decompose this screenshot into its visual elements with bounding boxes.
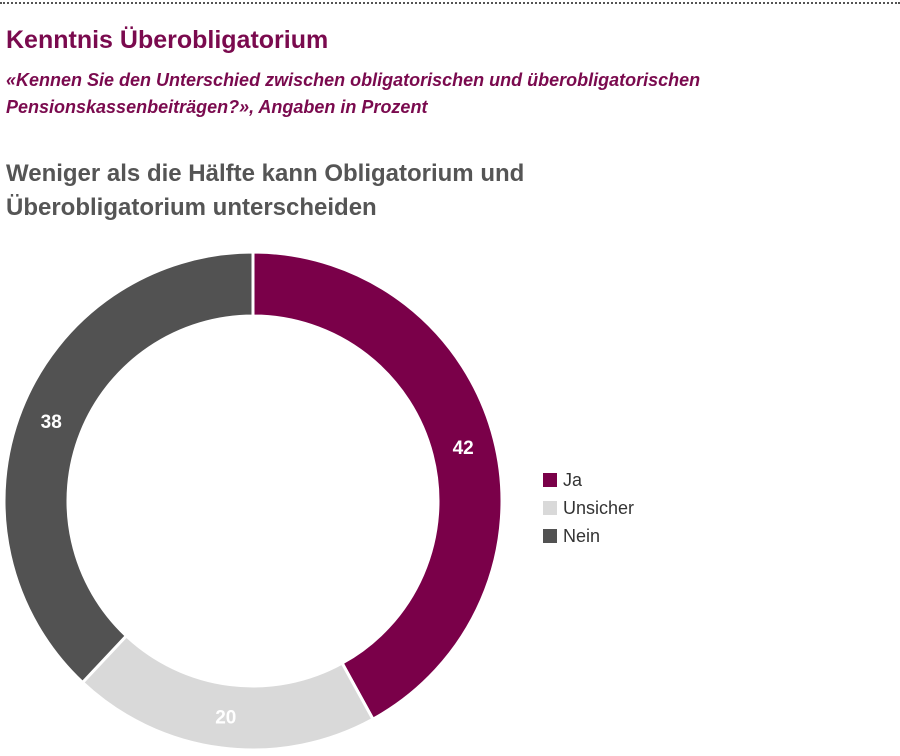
data-label-nein: 38	[41, 412, 62, 433]
legend-label: Ja	[563, 469, 583, 490]
data-label-ja: 42	[453, 438, 474, 459]
chart-title: Kenntnis Überobligatorium	[6, 26, 329, 54]
donut-slice-nein	[2, 250, 255, 685]
dotted-divider	[0, 2, 900, 4]
data-label-unsicher: 20	[215, 707, 236, 728]
legend-item: Nein	[543, 522, 634, 550]
legend-item: Ja	[543, 466, 634, 494]
legend-label: Nein	[563, 525, 601, 546]
chart-headline: Weniger als die Hälfte kann Obligatorium…	[6, 160, 525, 221]
legend-label: Unsicher	[563, 497, 635, 518]
chart-subtitle: «Kennen Sie den Unterschied zwischen obl…	[6, 70, 701, 117]
legend: Ja Unsicher Nein	[543, 466, 634, 550]
legend-swatch	[543, 529, 557, 543]
legend-swatch	[543, 501, 557, 515]
legend-swatch	[543, 473, 557, 487]
donut-slice-unsicher	[80, 633, 375, 752]
legend-item: Unsicher	[543, 494, 634, 522]
donut-slice-ja	[251, 250, 504, 722]
